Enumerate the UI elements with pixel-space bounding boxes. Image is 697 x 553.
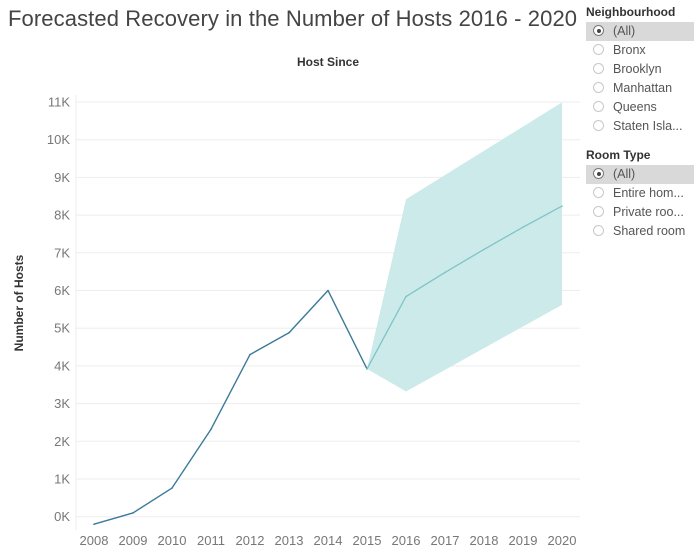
neighbourhood-option[interactable]: Staten Isla...	[586, 117, 694, 136]
x-tick-label: 2011	[197, 533, 225, 548]
x-tick-label: 2020	[548, 533, 577, 548]
radio-icon[interactable]	[593, 206, 604, 217]
actual-data-point	[132, 512, 134, 514]
x-tick-label: 2013	[275, 533, 304, 548]
x-tick-label: 2012	[236, 533, 265, 548]
y-tick-label: 5K	[54, 321, 70, 336]
radio-icon[interactable]	[593, 63, 604, 74]
actual-data-point	[93, 523, 95, 526]
x-tick-label: 2017	[431, 533, 460, 548]
room-type-option-label: (All)	[613, 167, 636, 181]
radio-icon[interactable]	[593, 225, 604, 236]
room-type-option-label: Entire hom...	[613, 186, 684, 200]
y-tick-label: 7K	[54, 245, 70, 260]
neighbourhood-filter: Neighbourhood (All) Bronx Brooklyn Manhatta…	[586, 4, 694, 136]
actual-data-point	[171, 487, 173, 489]
y-tick-label: 4K	[54, 358, 70, 373]
x-tick-label: 2016	[392, 533, 421, 548]
room-type-option[interactable]: Entire hom...	[586, 184, 694, 203]
actual-data-point	[210, 428, 212, 431]
neighbourhood-option[interactable]: Queens	[586, 98, 694, 117]
actual-data-point	[288, 331, 290, 334]
y-axis-ticks: 0K 1K 2K 3K 4K 5K 6K 7K 8K 9K 10K 11K	[47, 95, 70, 525]
room-type-option[interactable]: (All)	[586, 165, 694, 184]
room-type-option-label: Private roo...	[613, 205, 684, 219]
radio-icon[interactable]	[593, 82, 604, 93]
x-tick-label: 2009	[119, 533, 148, 548]
y-tick-label: 3K	[54, 396, 70, 411]
forecast-series-line	[366, 205, 563, 370]
y-tick-label: 2K	[54, 434, 70, 449]
forecast-band-layer	[367, 102, 562, 392]
x-axis-ticks: 2008 2009 2010 2011 2012 2013 2014 2015 2016 2017…	[80, 533, 577, 548]
neighbourhood-option-label: Manhattan	[613, 81, 673, 95]
y-tick-label: 1K	[54, 471, 70, 486]
x-tick-label: 2008	[80, 533, 109, 548]
neighbourhood-filter-title: Neighbourhood	[586, 5, 676, 19]
radio-icon[interactable]	[593, 44, 604, 55]
x-tick-label: 2019	[509, 533, 538, 548]
neighbourhood-option-label: Queens	[613, 100, 657, 114]
chart-title: Forecasted Recovery in the Number of Hos…	[8, 6, 578, 31]
room-type-filter-title: Room Type	[586, 148, 651, 162]
neighbourhood-option[interactable]: (All)	[586, 22, 694, 41]
y-tick-label: 9K	[54, 170, 70, 185]
radio-icon[interactable]	[593, 101, 604, 112]
forecast-data-point	[405, 295, 407, 298]
y-tick-label: 8K	[54, 208, 70, 223]
x-tick-label: 2014	[314, 533, 343, 548]
forecast-data-point	[444, 271, 446, 274]
neighbourhood-option-label: Staten Isla...	[613, 119, 683, 133]
neighbourhood-option-label: Brooklyn	[613, 62, 662, 76]
radio-icon[interactable]	[593, 187, 604, 198]
room-type-option[interactable]: Shared room	[586, 222, 694, 241]
radio-icon[interactable]	[593, 168, 604, 179]
forecast-data-point	[483, 248, 485, 251]
room-type-filter: Room Type (All) Entire hom... Private roo.…	[586, 147, 694, 241]
x-tick-label: 2015	[353, 533, 382, 548]
room-type-options: (All) Entire hom... Private roo... Shared r…	[586, 165, 694, 241]
room-type-option-label: Shared room	[613, 224, 686, 238]
neighbourhood-option[interactable]: Manhattan	[586, 79, 694, 98]
actual-data-point	[249, 353, 251, 356]
radio-icon[interactable]	[593, 25, 604, 36]
y-tick-label: 11K	[48, 95, 70, 110]
neighbourhood-option[interactable]: Brooklyn	[586, 60, 694, 79]
x-tick-label: 2018	[470, 533, 499, 548]
forecast-data-point	[366, 368, 368, 370]
x-axis-header: Host Since	[297, 55, 359, 69]
actual-data-point	[327, 289, 329, 292]
forecast-data-point	[522, 226, 524, 228]
neighbourhood-option-label: Bronx	[613, 43, 646, 57]
y-tick-label: 0K	[54, 509, 70, 524]
forecast-band	[367, 102, 562, 392]
y-tick-label: 10K	[47, 132, 70, 147]
y-axis-title: Number of Hosts	[12, 254, 26, 351]
neighbourhood-options: (All) Bronx Brooklyn Manhattan Queens Staten …	[586, 22, 694, 136]
actual-series-line	[93, 289, 368, 525]
neighbourhood-option[interactable]: Bronx	[586, 41, 694, 60]
x-tick-label: 2010	[158, 533, 187, 548]
series-layer	[93, 205, 563, 526]
neighbourhood-option-label: (All)	[613, 24, 636, 38]
radio-icon[interactable]	[593, 120, 604, 131]
y-tick-label: 6K	[54, 283, 70, 298]
forecast-data-point	[561, 205, 563, 207]
room-type-option[interactable]: Private roo...	[586, 203, 694, 222]
